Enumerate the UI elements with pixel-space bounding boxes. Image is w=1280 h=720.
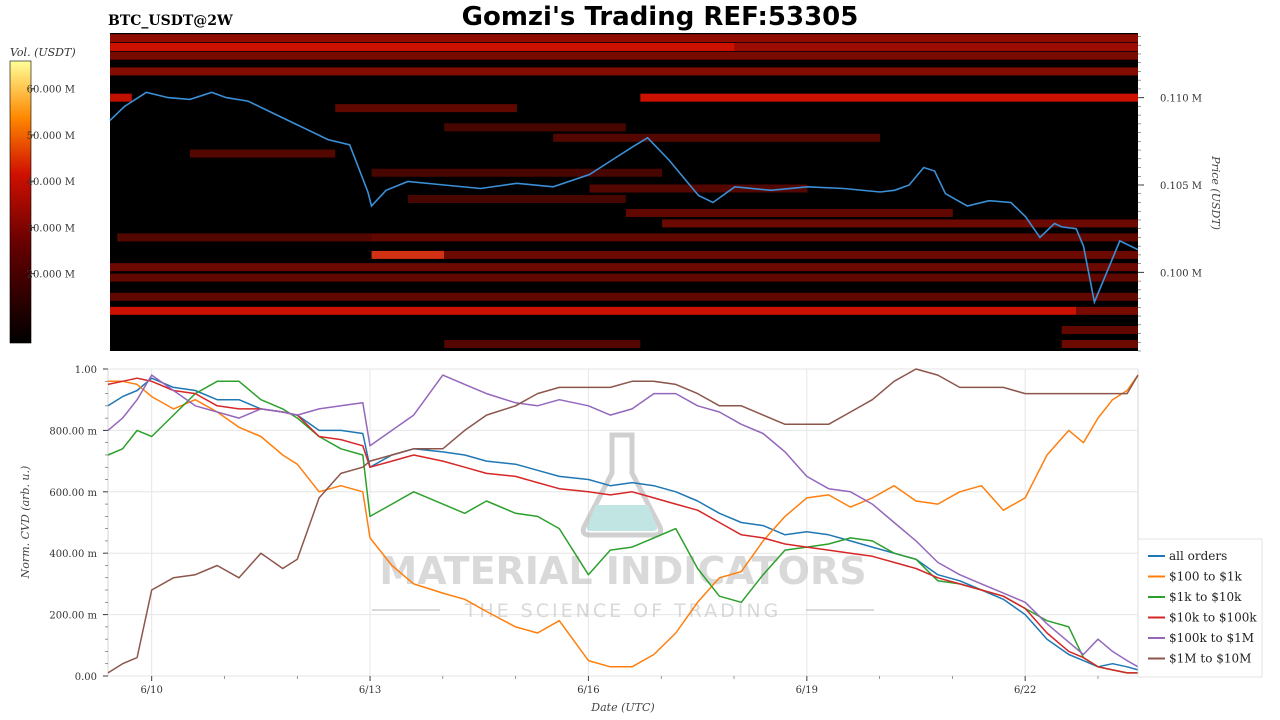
heatmap-band [1061, 326, 1138, 335]
colorbar-tick-label: 30.000 M [27, 223, 75, 234]
heatmap-band [110, 34, 1138, 43]
cvd-panel: MATERIAL INDICATORS THE SCIENCE OF TRADI… [19, 365, 1263, 714]
colorbar-label: Vol. (USDT) [10, 46, 76, 59]
heatmap-band [625, 208, 953, 217]
colorbar: Vol. (USDT) 60.000 M 50.000 M 40.000 M 30.0… [9, 46, 76, 344]
price-tick-label: 0.105 M [1160, 181, 1202, 192]
heatmap-band [110, 51, 1138, 60]
watermark-line1: MATERIAL INDICATORS [379, 549, 866, 593]
date-tick-label: 6/13 [359, 685, 381, 696]
heatmap-band [589, 184, 808, 193]
colorbar-tick-label: 60.000 M [27, 85, 75, 96]
heatmap-band [371, 168, 663, 177]
date-tick-label: 6/10 [140, 685, 162, 696]
cvd-tick-label: 1.00 [75, 365, 97, 376]
colorbar-tick-label: 50.000 M [27, 131, 75, 142]
price-axis-label: Price (USDT) [1209, 155, 1222, 230]
legend-box [1137, 538, 1263, 678]
heatmap-band [371, 233, 1138, 242]
symbol-label: BTC_USDT@2W [108, 13, 233, 29]
heatmap-band [110, 292, 1138, 301]
date-tick-label: 6/16 [577, 685, 599, 696]
chart-title: Gomzi's Trading REF:53305 [462, 2, 859, 32]
heatmap-band [1061, 340, 1138, 349]
heatmap-bands [110, 34, 1139, 349]
flask-icon [580, 432, 664, 538]
cvd-tick-label: 200.00 m [49, 611, 97, 622]
legend-label-usd10k_100k: $10k to $100k [1169, 611, 1257, 625]
cvd-grid [108, 368, 1138, 677]
legend-label-usd1m_10m: $1M to $10M [1169, 652, 1251, 666]
heatmap-band [407, 194, 626, 203]
date-tick-label: 6/19 [796, 685, 818, 696]
heatmap-band [110, 93, 132, 102]
cvd-tick-label: 600.00 m [49, 488, 97, 499]
heatmap-band [444, 340, 641, 349]
colorbar-tick-label: 20.000 M [27, 270, 75, 281]
heatmap-band [335, 104, 517, 113]
heatmap-band [189, 149, 336, 158]
heatmap-band [110, 306, 1077, 315]
date-axis: 6/10 6/13 6/16 6/19 6/22 [140, 676, 1099, 696]
colorbar-gradient [9, 60, 32, 344]
watermark-line2: THE SCIENCE OF TRADING [464, 600, 782, 622]
legend-label-all_orders: all orders [1169, 549, 1227, 563]
heatmap-band [444, 250, 1139, 259]
heatmap-band [110, 263, 1138, 272]
heatmap-band [110, 273, 1138, 282]
cvd-tick-label: 800.00 m [49, 426, 97, 437]
heatmap-band [640, 93, 1138, 102]
cvd-tick-label: 400.00 m [49, 549, 97, 560]
series-line-usd100_1k [108, 374, 1139, 668]
cvd-axis: 1.00 800.00 m 600.00 m 400.00 m 200.00 m 0.00 [49, 365, 108, 683]
cvd-axis-label: Norm. CVD (arb. u.) [19, 466, 32, 580]
colorbar-tick-label: 40.000 M [27, 177, 75, 188]
legend: all orders $100 to $1k $1k to $10k $10k to … [1137, 538, 1263, 678]
heatmap-band [110, 67, 1138, 76]
price-tick-label: 0.110 M [1160, 94, 1202, 105]
heatmap-band [1076, 306, 1138, 315]
series-line-usd1m_10m [107, 368, 1139, 674]
heatmap-band [110, 42, 735, 51]
legend-label-usd100_1k: $100 to $1k [1169, 570, 1242, 584]
price-axis: 0.110 M 0.105 M 0.100 M [1138, 36, 1202, 352]
legend-label-usd100k_1m: $100k to $1M [1169, 631, 1254, 645]
heatmap-panel: 0.110 M 0.105 M 0.100 M Price (USDT) [109, 33, 1222, 352]
heatmap-band [662, 219, 1138, 228]
heatmap-band [117, 233, 372, 242]
date-tick-label: 6/22 [1014, 685, 1036, 696]
legend-label-usd1k_10k: $1k to $10k [1169, 590, 1242, 604]
heatmap-band [734, 42, 1138, 51]
date-axis-label: Date (UTC) [590, 701, 654, 714]
heatmap-band [371, 250, 445, 259]
cvd-tick-label: 0.00 [75, 672, 97, 683]
watermark: MATERIAL INDICATORS THE SCIENCE OF TRADI… [372, 432, 874, 622]
price-line [109, 91, 1139, 305]
cvd-series [107, 368, 1139, 674]
heatmap-band [444, 123, 626, 132]
heatmap-band [553, 133, 881, 142]
series-line-usd100k_1m [107, 374, 1139, 668]
price-tick-label: 0.100 M [1160, 268, 1202, 279]
